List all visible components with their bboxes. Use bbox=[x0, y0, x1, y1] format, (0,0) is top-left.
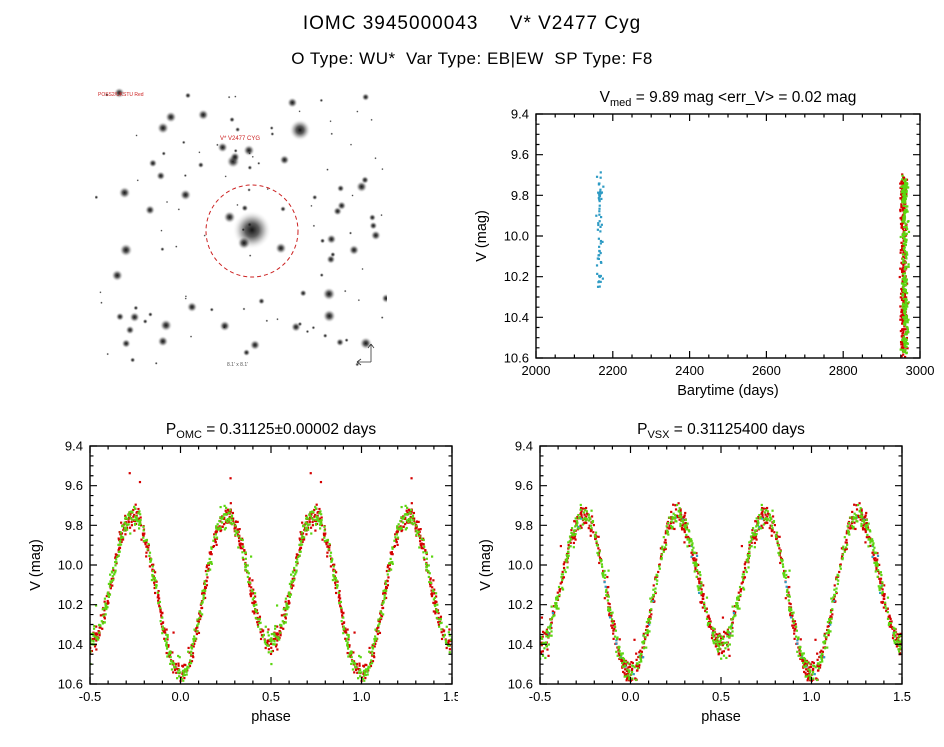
phase-folded-chart-omc bbox=[8, 412, 470, 744]
page-subtitle: O Type: WU* Var Type: EB|EW SP Type: F8 bbox=[291, 49, 653, 68]
page-title: IOMC 3945000043 V* V2477 Cyg bbox=[302, 13, 642, 34]
phase-folded-chart-vsx bbox=[458, 412, 920, 744]
time-lightcurve-chart bbox=[448, 84, 940, 414]
finder-chart-image bbox=[95, 88, 387, 372]
